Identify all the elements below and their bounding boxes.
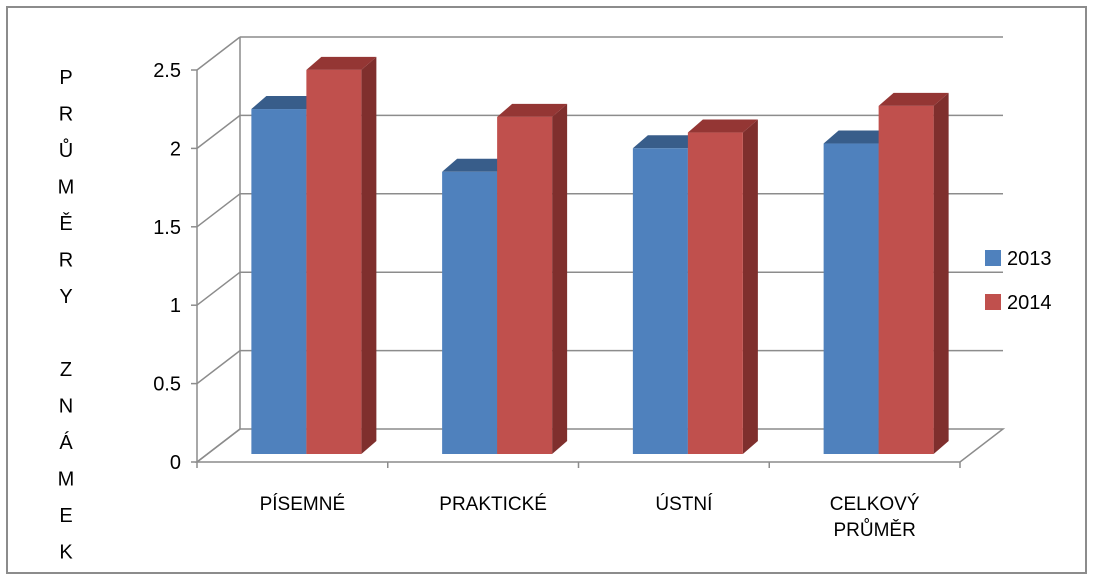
bar-side-2014-2 <box>742 119 758 454</box>
gridline-side <box>196 114 241 149</box>
gridline-side <box>196 350 241 385</box>
bar-top-2013-0 <box>251 96 322 110</box>
bar-2013-3 <box>823 143 879 454</box>
bar-2014-1 <box>497 116 553 454</box>
y-axis-title-letter: N <box>59 396 73 418</box>
y-tick-label: 0 <box>170 452 181 474</box>
gridline-side <box>196 193 241 228</box>
y-axis-title-letter: Ů <box>59 138 73 162</box>
y-axis-title-letter: Á <box>59 431 73 454</box>
bar-top-2014-3 <box>878 92 949 106</box>
bar-side-2014-1 <box>552 103 568 454</box>
bar-2013-1 <box>442 171 498 454</box>
bar-2014-0 <box>306 69 362 454</box>
bar-side-2014-0 <box>361 56 377 455</box>
bar-top-2013-3 <box>823 130 894 144</box>
x-tick-label: PRŮMĚR <box>833 519 915 541</box>
x-tick-label: PÍSEMNÉ <box>260 494 346 515</box>
y-axis-title-letter: R <box>59 104 73 126</box>
bar-top-2013-2 <box>632 135 703 149</box>
y-axis-title-letter: Y <box>59 286 72 308</box>
y-tick-label: 2 <box>170 138 181 160</box>
bar-top-2014-2 <box>687 119 758 133</box>
y-axis-title-letter: M <box>58 469 75 491</box>
y-axis-title-letter: M <box>58 177 75 199</box>
bar-2014-2 <box>687 132 743 454</box>
y-tick-label: 2.5 <box>153 60 181 82</box>
bar-2013-0 <box>251 109 307 454</box>
legend: 2013 2014 <box>985 248 1052 314</box>
y-axis-title-letter: Ě <box>59 212 72 235</box>
gridline-side <box>196 271 241 306</box>
bar-2013-2 <box>632 148 688 455</box>
y-tick-label: 1.5 <box>153 217 181 239</box>
bar-2014-3 <box>878 105 934 455</box>
y-axis-title-letter: E <box>59 505 72 527</box>
y-axis-title-letter: P <box>59 67 72 89</box>
x-tick-label: PRAKTICKÉ <box>439 494 547 515</box>
y-axis-title-letter: K <box>59 542 73 564</box>
y-tick-label: 1 <box>170 295 181 317</box>
axis-layer <box>191 69 1006 468</box>
legend-label-2014: 2014 <box>1007 292 1052 314</box>
bar-top-2014-0 <box>306 56 377 70</box>
bar-layer <box>251 56 949 455</box>
legend-swatch-2013 <box>985 250 1001 266</box>
bar-top-2014-1 <box>497 103 568 117</box>
y-axis-title-letter: R <box>59 250 73 272</box>
x-tick-label: CELKOVÝ <box>830 494 920 515</box>
y-axis-title-letter: Z <box>60 359 72 381</box>
chart-floor <box>194 428 1006 463</box>
legend-swatch-2014 <box>985 294 1001 310</box>
y-tick-label: 0.5 <box>153 374 181 396</box>
legend-label-2013: 2013 <box>1007 248 1052 270</box>
gridline-side <box>196 36 241 71</box>
bar-top-2013-1 <box>442 158 513 172</box>
label-layer: 0 0.5 1 1.5 2 2.5 PÍSEMNÉ PRAKTICKÉ ÚSTNÍ CELKOVÝ… <box>153 60 920 541</box>
x-tick-label: ÚSTNÍ <box>655 493 713 515</box>
bar-side-2014-3 <box>933 92 949 455</box>
